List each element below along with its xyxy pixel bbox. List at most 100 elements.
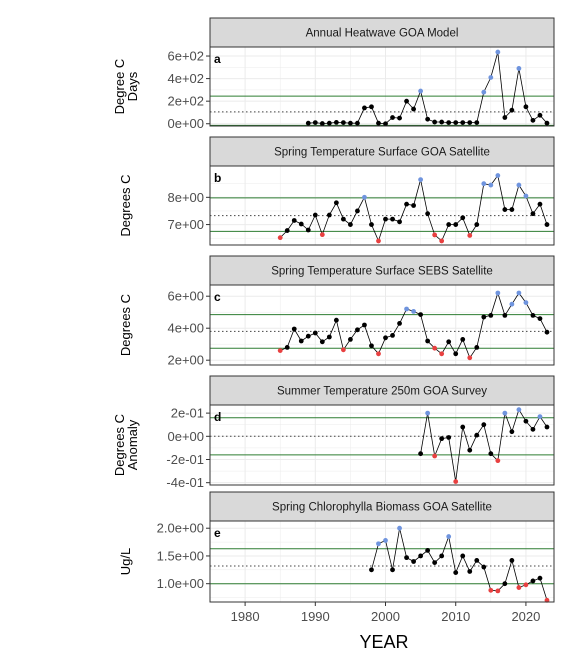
data-point xyxy=(467,569,473,574)
y-tick-label: 2e+02 xyxy=(167,94,204,109)
data-point xyxy=(348,120,353,126)
data-point xyxy=(418,312,424,317)
data-point xyxy=(369,104,374,110)
panel-b: Spring Temperature Surface GOA Satellite… xyxy=(118,136,555,246)
panel-border xyxy=(209,284,555,366)
data-point xyxy=(411,106,416,112)
data-point xyxy=(411,203,416,208)
panel-a: Annual Heatwave GOA Model 0e+00 2e+02 4e+02… xyxy=(112,17,555,131)
data-point xyxy=(376,541,381,547)
data-point xyxy=(502,207,508,212)
plot-background xyxy=(210,285,554,365)
strip-background xyxy=(209,491,555,522)
data-point xyxy=(537,201,543,207)
strip-title: Spring Temperature Surface GOA Satellite xyxy=(274,147,490,159)
data-point xyxy=(481,181,487,187)
data-point xyxy=(481,564,487,570)
data-point xyxy=(439,119,445,125)
strip-title: Summer Temperature 250m GOA Survey xyxy=(277,386,487,398)
strip-title: Annual Heatwave GOA Model xyxy=(306,28,459,40)
y-tick-label: 4e+02 xyxy=(167,71,204,86)
data-point xyxy=(425,116,431,122)
data-point xyxy=(383,538,388,543)
y-tick-label: 1.5e+00 xyxy=(157,548,204,563)
data-point xyxy=(446,435,452,440)
data-point xyxy=(509,301,515,307)
data-point xyxy=(467,447,473,453)
data-point xyxy=(544,222,550,227)
strip-background xyxy=(209,255,555,286)
plot-background xyxy=(210,521,554,602)
strip-background xyxy=(209,136,555,167)
y-axis-label: Degree C xyxy=(112,59,127,115)
y-tick-label: 8e+00 xyxy=(167,190,204,205)
data-point xyxy=(446,534,452,539)
y-axis-label: Ug/L xyxy=(118,548,133,575)
plot-background xyxy=(210,166,554,245)
strip-background xyxy=(209,375,555,406)
data-point xyxy=(488,75,494,80)
y-tick-label: 2e-01 xyxy=(171,406,204,421)
data-point xyxy=(425,410,431,416)
data-point xyxy=(355,120,360,126)
data-point xyxy=(319,232,325,238)
data-point xyxy=(502,410,508,416)
data-point xyxy=(383,121,388,127)
y-axis-label: Degrees C xyxy=(118,174,133,236)
data-point xyxy=(460,120,466,126)
data-point xyxy=(439,553,445,559)
data-point xyxy=(284,345,290,350)
data-point xyxy=(397,321,402,326)
data-point xyxy=(411,559,416,564)
data-point xyxy=(284,228,290,233)
data-point xyxy=(530,426,536,432)
data-point xyxy=(439,351,445,357)
data-point xyxy=(397,115,402,121)
data-point xyxy=(348,337,353,342)
data-point xyxy=(523,418,529,424)
data-point xyxy=(298,338,304,344)
panel-letter: b xyxy=(214,171,221,185)
data-point xyxy=(397,525,402,531)
data-point xyxy=(326,334,332,340)
data-point xyxy=(453,351,459,357)
data-point xyxy=(516,407,522,413)
data-point xyxy=(488,182,494,188)
data-point xyxy=(439,238,445,244)
data-point xyxy=(390,115,395,120)
y-tick-label: 0e+00 xyxy=(167,429,204,444)
data-point xyxy=(523,104,529,110)
data-point xyxy=(432,453,438,459)
data-point xyxy=(530,117,536,123)
panel-e: Spring Chlorophylla Biomass GOA Satellit… xyxy=(118,491,555,624)
data-point xyxy=(537,575,543,581)
data-point xyxy=(383,216,388,222)
data-point xyxy=(333,200,339,206)
data-point xyxy=(277,348,283,353)
data-point xyxy=(418,177,424,183)
data-point xyxy=(305,227,311,233)
data-point xyxy=(418,451,424,457)
plot-background xyxy=(210,405,554,485)
data-point xyxy=(432,345,438,351)
data-point xyxy=(446,222,452,227)
data-point xyxy=(291,218,297,223)
data-point xyxy=(355,327,360,333)
data-point xyxy=(362,322,367,328)
data-point xyxy=(488,587,494,593)
data-point xyxy=(474,120,480,126)
data-point xyxy=(376,351,381,357)
y-tick-label: 6e+00 xyxy=(167,289,204,304)
data-point xyxy=(502,115,508,120)
data-point xyxy=(390,567,395,573)
y-tick-label: 7e+00 xyxy=(167,217,204,232)
data-point xyxy=(362,194,367,200)
data-point xyxy=(326,120,332,126)
data-point xyxy=(544,120,550,126)
x-axis-label: YEAR xyxy=(359,632,408,652)
data-point xyxy=(516,182,522,188)
data-point xyxy=(425,338,431,344)
panel-letter: a xyxy=(214,52,221,66)
data-point xyxy=(495,173,501,178)
